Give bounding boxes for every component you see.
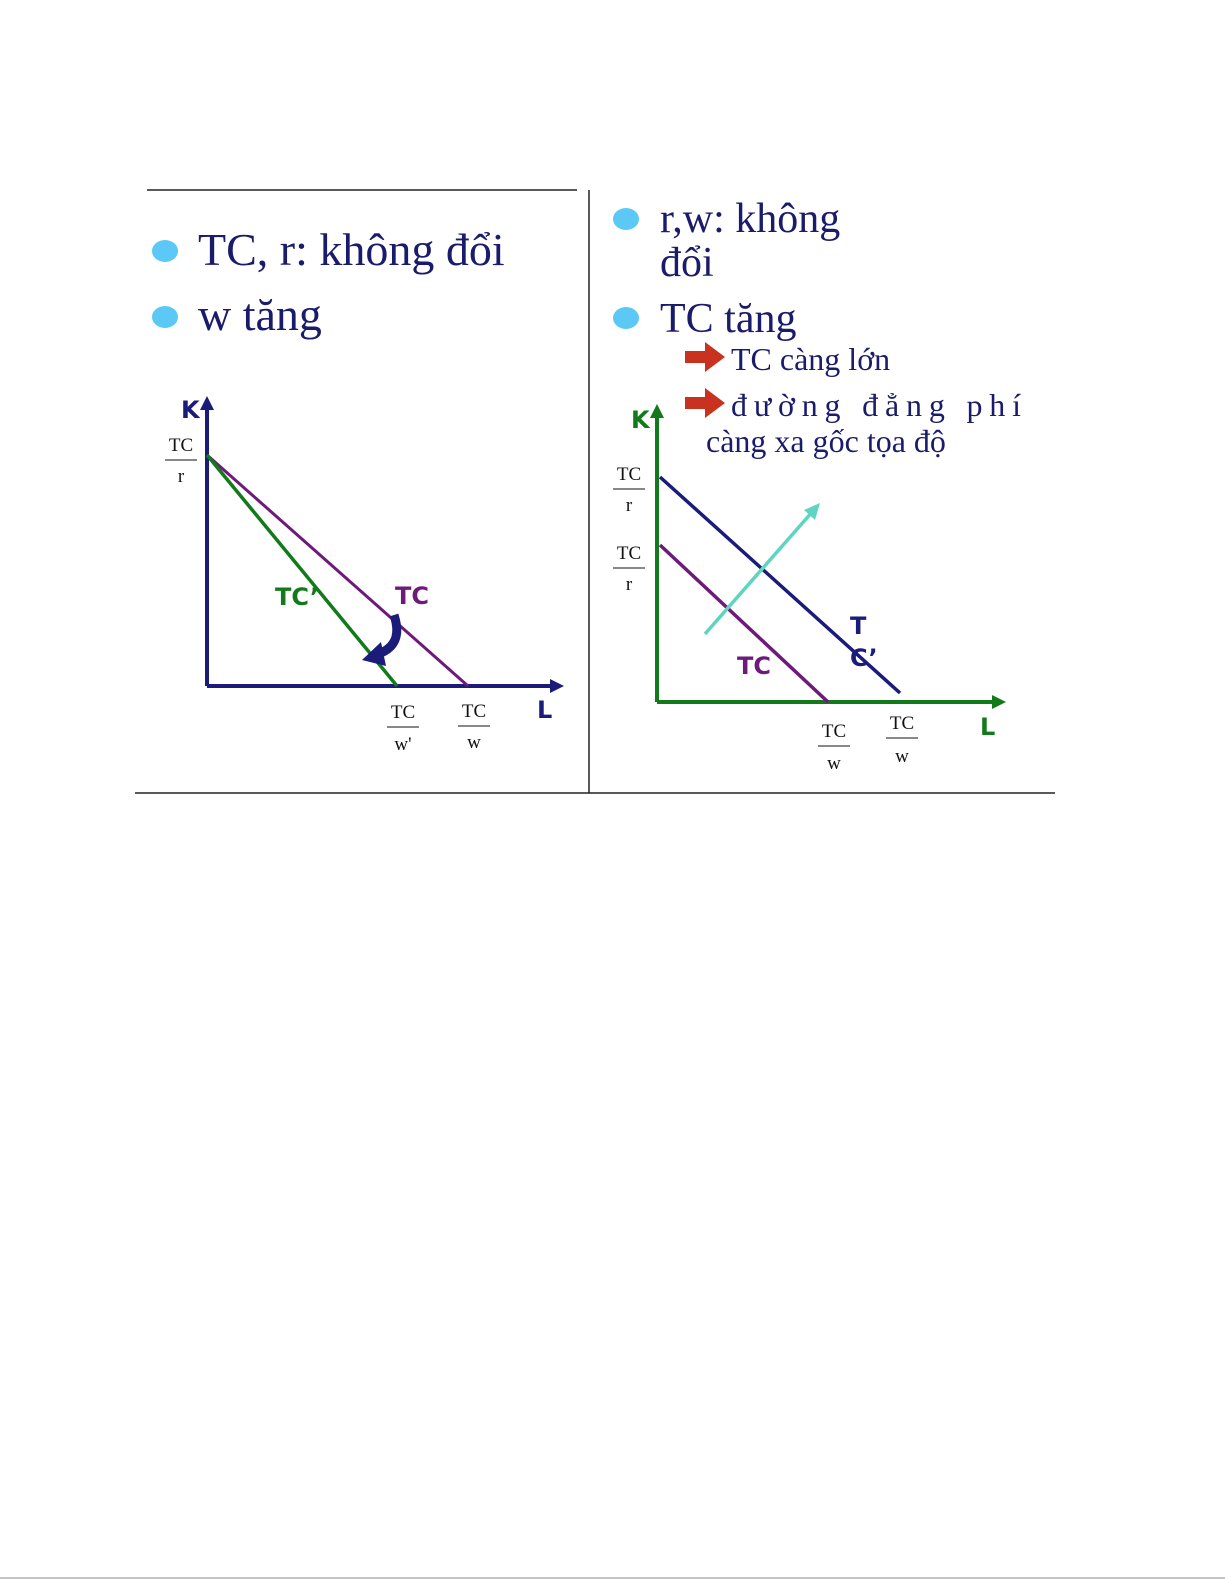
axis-label: K	[181, 396, 201, 424]
shift-arrow	[703, 509, 815, 636]
fraction-denominator: w	[827, 753, 841, 774]
isocost-line	[205, 453, 399, 688]
fraction-numerator: TC	[462, 701, 486, 722]
fraction-denominator: r	[626, 495, 633, 516]
bullet-text: TC tăng	[660, 296, 796, 342]
fraction-denominator: w	[895, 746, 909, 767]
axis-label: K	[631, 406, 651, 434]
bullet	[152, 306, 178, 328]
axis-arrow	[992, 695, 1006, 709]
bullet-text: w tăng	[198, 289, 322, 340]
line-label: T	[850, 612, 867, 640]
bullet-text: r,w: không	[660, 196, 840, 242]
sub-point-text: TC càng lớn	[731, 341, 890, 377]
axis-arrow	[550, 679, 564, 693]
bullet-text: đổi	[660, 240, 714, 286]
line-label: TC’	[275, 583, 319, 611]
right-diagram: K L TC r TC r T C’ TC TC w TC w	[613, 404, 1006, 774]
axis-arrow	[200, 396, 214, 410]
axis-arrow	[650, 404, 664, 418]
sub-point-text: đường đẳng phí	[731, 387, 1021, 423]
fraction-denominator: w'	[394, 734, 411, 755]
arrow-icon	[685, 342, 725, 372]
shift-arrow-head	[804, 503, 820, 520]
rotation-arrow-head	[362, 642, 386, 666]
fraction-numerator: TC	[890, 713, 914, 734]
fraction-numerator: TC	[169, 435, 193, 456]
axis-label: L	[980, 713, 995, 741]
isocost-line	[206, 453, 469, 688]
line-label: TC	[737, 652, 771, 680]
sub-point-text: càng xa gốc tọa độ	[706, 423, 946, 459]
fraction-numerator: TC	[617, 464, 641, 485]
fraction-denominator: w	[467, 732, 481, 753]
isocost-line	[658, 475, 902, 695]
axis-label: L	[537, 696, 552, 724]
fraction-denominator: r	[178, 466, 185, 487]
bullet	[152, 240, 178, 262]
fraction-numerator: TC	[822, 721, 846, 742]
bullet-text: TC, r: không đổi	[198, 224, 505, 275]
bullet	[613, 307, 639, 329]
line-label: C’	[850, 644, 878, 672]
left-diagram: K L TC r TC’ TC TC w' TC w	[165, 396, 564, 755]
fraction-numerator: TC	[617, 543, 641, 564]
fraction-numerator: TC	[391, 702, 415, 723]
fraction-denominator: r	[626, 574, 633, 595]
line-label: TC	[395, 582, 429, 610]
arrow-icon	[685, 388, 725, 418]
bullet	[613, 208, 639, 230]
isocost-line	[658, 543, 830, 704]
